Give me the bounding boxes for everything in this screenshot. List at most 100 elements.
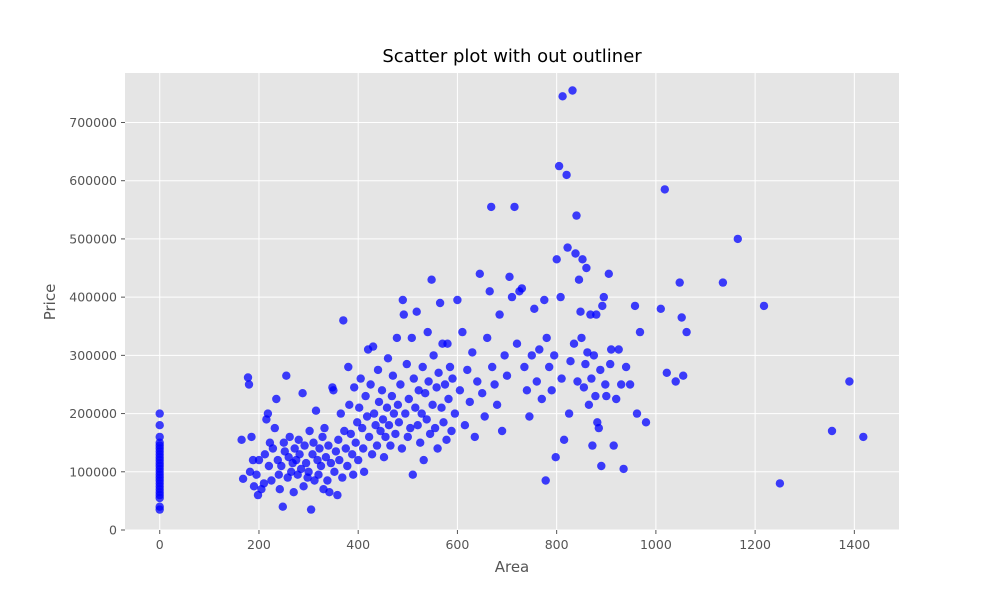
scatter-point xyxy=(614,345,623,354)
scatter-point xyxy=(566,357,575,366)
scatter-point xyxy=(427,275,436,284)
scatter-point xyxy=(473,377,482,386)
scatter-point xyxy=(413,421,422,430)
scatter-point xyxy=(537,394,546,404)
scatter-point xyxy=(433,444,442,453)
scatter-point xyxy=(419,455,428,465)
scatter-point xyxy=(367,450,377,459)
x-tick-label: 400 xyxy=(346,537,370,552)
scatter-point xyxy=(468,348,477,357)
scatter-point xyxy=(447,426,456,436)
data-points xyxy=(155,86,868,514)
scatter-point xyxy=(568,86,577,95)
axis-ticks: 0 200 400 600 800 1000 1200 1400 0 100000 200000 30… xyxy=(69,115,870,552)
scatter-point xyxy=(550,351,559,360)
scatter-point xyxy=(525,412,534,421)
scatter-point xyxy=(330,467,339,476)
scatter-point xyxy=(478,389,487,398)
scatter-point xyxy=(349,470,358,479)
scatter-point xyxy=(602,391,611,401)
scatter-point xyxy=(379,453,389,462)
scatter-point xyxy=(775,479,785,488)
scatter-point xyxy=(625,380,635,389)
scatter-point xyxy=(351,438,360,447)
scatter-point xyxy=(547,386,556,395)
scatter-point xyxy=(679,371,688,380)
scatter-point xyxy=(339,316,348,325)
scatter-point xyxy=(630,301,640,311)
scatter-point xyxy=(418,362,427,372)
scatter-point xyxy=(409,374,418,383)
scatter-point xyxy=(845,377,854,386)
scatter-point xyxy=(254,455,264,465)
scatter-point xyxy=(396,380,405,389)
scatter-point xyxy=(263,409,273,418)
scatter-point xyxy=(574,275,584,284)
scatter-point xyxy=(677,313,686,322)
scatter-point xyxy=(155,438,164,447)
scatter-point xyxy=(245,467,255,476)
scatter-point xyxy=(391,429,400,439)
scatter-point xyxy=(393,400,403,409)
scatter-point xyxy=(290,444,299,453)
scatter-point xyxy=(348,450,357,459)
scatter-point xyxy=(289,488,298,497)
scatter-point xyxy=(557,374,566,383)
scatter-point xyxy=(397,444,407,453)
scatter-point xyxy=(320,423,329,433)
scatter-point xyxy=(517,284,527,293)
scatter-point xyxy=(612,394,621,404)
scatter-point xyxy=(583,348,592,357)
scatter-point xyxy=(502,371,512,380)
scatter-point xyxy=(324,441,333,450)
scatter-point xyxy=(577,333,586,343)
scatter-point xyxy=(326,458,336,468)
scatter-point xyxy=(606,359,615,369)
scatter-point xyxy=(527,351,536,360)
scatter-point xyxy=(581,359,590,369)
scatter-point xyxy=(278,502,287,511)
scatter-point xyxy=(641,418,651,427)
scatter-point xyxy=(485,287,494,296)
scatter-point xyxy=(463,365,472,375)
scatter-point xyxy=(247,432,256,442)
scatter-point xyxy=(671,377,680,386)
y-tick-label: 700000 xyxy=(69,115,117,130)
scatter-point xyxy=(444,394,453,404)
scatter-point xyxy=(520,362,529,372)
scatter-point xyxy=(386,441,395,450)
scatter-point xyxy=(374,397,384,407)
scatter-point xyxy=(594,423,603,433)
scatter-point xyxy=(398,295,407,305)
scatter-point xyxy=(443,339,452,348)
scatter-point xyxy=(285,432,294,442)
scatter-point xyxy=(309,438,318,447)
scatter-point xyxy=(321,453,331,462)
scatter-point xyxy=(314,470,323,479)
scatter-point xyxy=(252,470,261,479)
scatter-point xyxy=(492,400,502,409)
scatter-point xyxy=(551,453,560,462)
y-tick-label: 100000 xyxy=(69,464,117,479)
scatter-point xyxy=(277,461,286,471)
scatter-point xyxy=(369,409,379,418)
scatter-point xyxy=(586,310,595,319)
scatter-point xyxy=(434,368,443,377)
scatter-point xyxy=(435,298,445,308)
scatter-point xyxy=(532,377,541,386)
scatter-point xyxy=(344,362,353,372)
scatter-point xyxy=(267,476,276,485)
scatter-point xyxy=(490,380,499,389)
scatter-point xyxy=(338,473,347,482)
scatter-point xyxy=(430,423,440,433)
scatter-point xyxy=(306,505,316,514)
scatter-point xyxy=(282,371,291,380)
scatter-point xyxy=(406,423,415,433)
scatter-point xyxy=(248,455,258,465)
scatter-point xyxy=(382,403,392,412)
scatter-point xyxy=(416,438,425,447)
x-tick-label: 1400 xyxy=(838,537,870,552)
scatter-point xyxy=(718,278,728,287)
scatter-point xyxy=(364,432,374,442)
scatter-point xyxy=(450,409,460,418)
